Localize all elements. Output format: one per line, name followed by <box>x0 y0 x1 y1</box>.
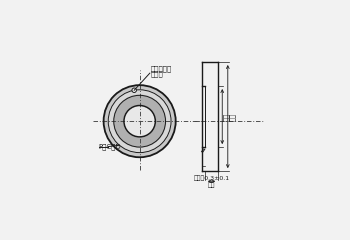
Circle shape <box>114 95 166 147</box>
Circle shape <box>108 90 171 153</box>
Text: 内厚: 内厚 <box>208 182 215 188</box>
Text: 穴　径: 穴 径 <box>150 70 163 77</box>
Text: ノックビン: ノックビン <box>150 66 172 72</box>
Circle shape <box>132 88 136 92</box>
Text: P．C．D: P．C．D <box>98 144 121 150</box>
Text: 外径: 外径 <box>229 113 235 120</box>
Circle shape <box>124 106 155 137</box>
Circle shape <box>104 85 176 157</box>
Text: 合金厚0.3±0.1: 合金厚0.3±0.1 <box>194 175 230 180</box>
Text: 内径: 内径 <box>223 113 230 120</box>
